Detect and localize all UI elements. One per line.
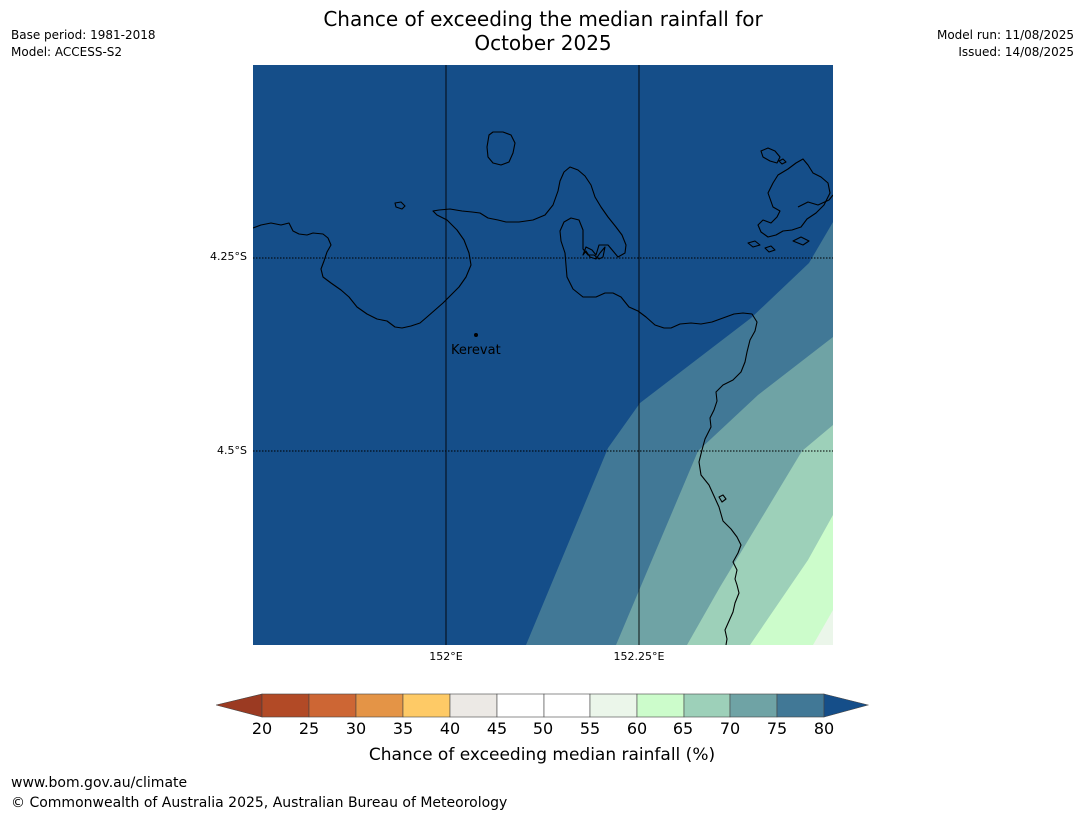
island-east-2 [757, 158, 831, 238]
colorbar-title: Chance of exceeding median rainfall (%) [368, 745, 716, 765]
lon-label-152-25: 152.25°E [613, 650, 665, 663]
model-run-text: Model run: 11/08/2025 [936, 28, 1074, 42]
base-period-text: Base period: 1981-2018 [11, 28, 156, 42]
colorbar-below-20 [216, 693, 263, 718]
map-panel: Kerevat [253, 65, 833, 645]
map-canvas [253, 65, 833, 645]
title-line-1: Chance of exceeding the median rainfall … [323, 7, 763, 31]
colorbar-75-80 [776, 693, 825, 718]
colorbar-tick: 40 [439, 719, 461, 738]
colorbar-40-45 [449, 693, 498, 718]
lat-label-4-25: 4.25°S [210, 250, 247, 263]
colorbar-tick: 75 [766, 719, 788, 738]
colorbar-60-65 [636, 693, 685, 718]
island-east-5 [764, 245, 776, 253]
island-north [486, 131, 516, 166]
islet-west [394, 201, 406, 210]
coastline-north [253, 166, 758, 645]
island-east-1 [760, 147, 781, 164]
title-line-2: October 2025 [474, 31, 612, 55]
island-east-8 [718, 494, 727, 503]
island-east-4 [747, 240, 761, 248]
island-east-6 [792, 236, 810, 246]
colorbar-tick: 50 [532, 719, 554, 738]
colorbar-25-30 [308, 693, 357, 718]
colorbar-65-70 [683, 693, 731, 718]
colorbar [216, 693, 870, 718]
colorbar-tick: 25 [298, 719, 320, 738]
colorbar-tick: 80 [813, 719, 835, 738]
kerevat-marker [474, 333, 478, 337]
footer-url-link[interactable]: www.bom.gov.au/climate [11, 775, 188, 791]
meta-right: Model run: 11/08/2025 Issued: 14/08/2025 [937, 27, 1074, 61]
parallel-lines [253, 257, 833, 452]
colorbar-tick: 20 [251, 719, 273, 738]
kerevat-label: Kerevat [451, 343, 501, 358]
colorbar-20-25 [261, 693, 310, 718]
colorbar-above-80 [823, 693, 870, 718]
colorbar-tick: 35 [392, 719, 414, 738]
island-east-7 [778, 158, 787, 165]
island-east-3 [797, 194, 833, 208]
lon-label-152: 152°E [429, 650, 463, 663]
model-text: Model: ACCESS-S2 [11, 45, 123, 59]
colorbar-tick: 55 [579, 719, 601, 738]
colorbar-tick: 70 [719, 719, 741, 738]
colorbar-35-40 [402, 693, 451, 718]
map-title: Chance of exceeding the median rainfall … [243, 7, 843, 55]
colorbar-tick: 65 [672, 719, 694, 738]
colorbar-tick: 30 [345, 719, 367, 738]
colorbar-55-60 [589, 693, 638, 718]
colorbar-70-75 [729, 693, 778, 718]
lat-label-4-5: 4.5°S [217, 444, 247, 457]
zone-60-65 [750, 515, 833, 645]
colorbar-tick: 60 [626, 719, 648, 738]
meta-left: Base period: 1981-2018 Model: ACCESS-S2 [11, 27, 156, 61]
footer-copyright: © Commonwealth of Australia 2025, Austra… [11, 795, 508, 811]
meridian-lines [445, 65, 640, 645]
colorbar-50-55 [543, 693, 591, 718]
coastline [253, 131, 833, 645]
issued-text: Issued: 14/08/2025 [958, 45, 1074, 59]
colorbar-30-35 [355, 693, 404, 718]
colorbar-tick: 45 [486, 719, 508, 738]
colorbar-45-50 [496, 693, 545, 718]
zone-55-60 [813, 610, 833, 645]
